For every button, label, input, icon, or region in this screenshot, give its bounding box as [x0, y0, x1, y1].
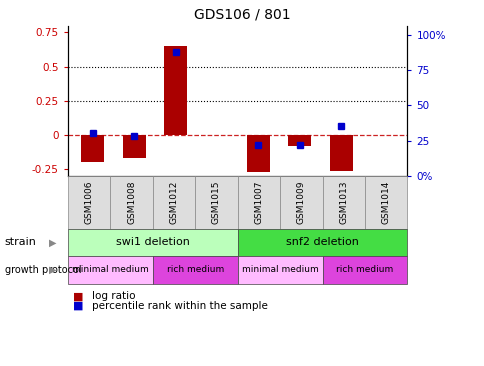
Bar: [164, 46, 186, 135]
Text: ■: ■: [73, 300, 83, 311]
Bar: [81, 135, 104, 162]
Text: GSM1015: GSM1015: [212, 180, 221, 224]
Text: snf2 deletion: snf2 deletion: [286, 238, 358, 247]
Bar: [122, 135, 145, 158]
Text: GDS106 / 801: GDS106 / 801: [194, 7, 290, 21]
Text: GSM1013: GSM1013: [338, 180, 348, 224]
Text: GSM1014: GSM1014: [381, 180, 390, 224]
Text: swi1 deletion: swi1 deletion: [116, 238, 189, 247]
Text: rich medium: rich medium: [166, 265, 224, 274]
Bar: [329, 135, 352, 171]
Text: GSM1006: GSM1006: [84, 180, 93, 224]
Text: minimal medium: minimal medium: [241, 265, 318, 274]
Text: GSM1012: GSM1012: [169, 180, 178, 224]
Text: ▶: ▶: [48, 238, 56, 247]
Text: minimal medium: minimal medium: [72, 265, 149, 274]
Text: percentile rank within the sample: percentile rank within the sample: [92, 300, 268, 311]
Text: rich medium: rich medium: [335, 265, 393, 274]
Text: ■: ■: [73, 291, 83, 302]
Bar: [288, 135, 311, 146]
Text: strain: strain: [5, 238, 37, 247]
Bar: [246, 135, 269, 172]
Text: GSM1007: GSM1007: [254, 180, 263, 224]
Text: ▶: ▶: [48, 265, 56, 275]
Text: GSM1009: GSM1009: [296, 180, 305, 224]
Text: log ratio: log ratio: [92, 291, 136, 302]
Text: growth protocol: growth protocol: [5, 265, 81, 275]
Text: GSM1008: GSM1008: [127, 180, 136, 224]
